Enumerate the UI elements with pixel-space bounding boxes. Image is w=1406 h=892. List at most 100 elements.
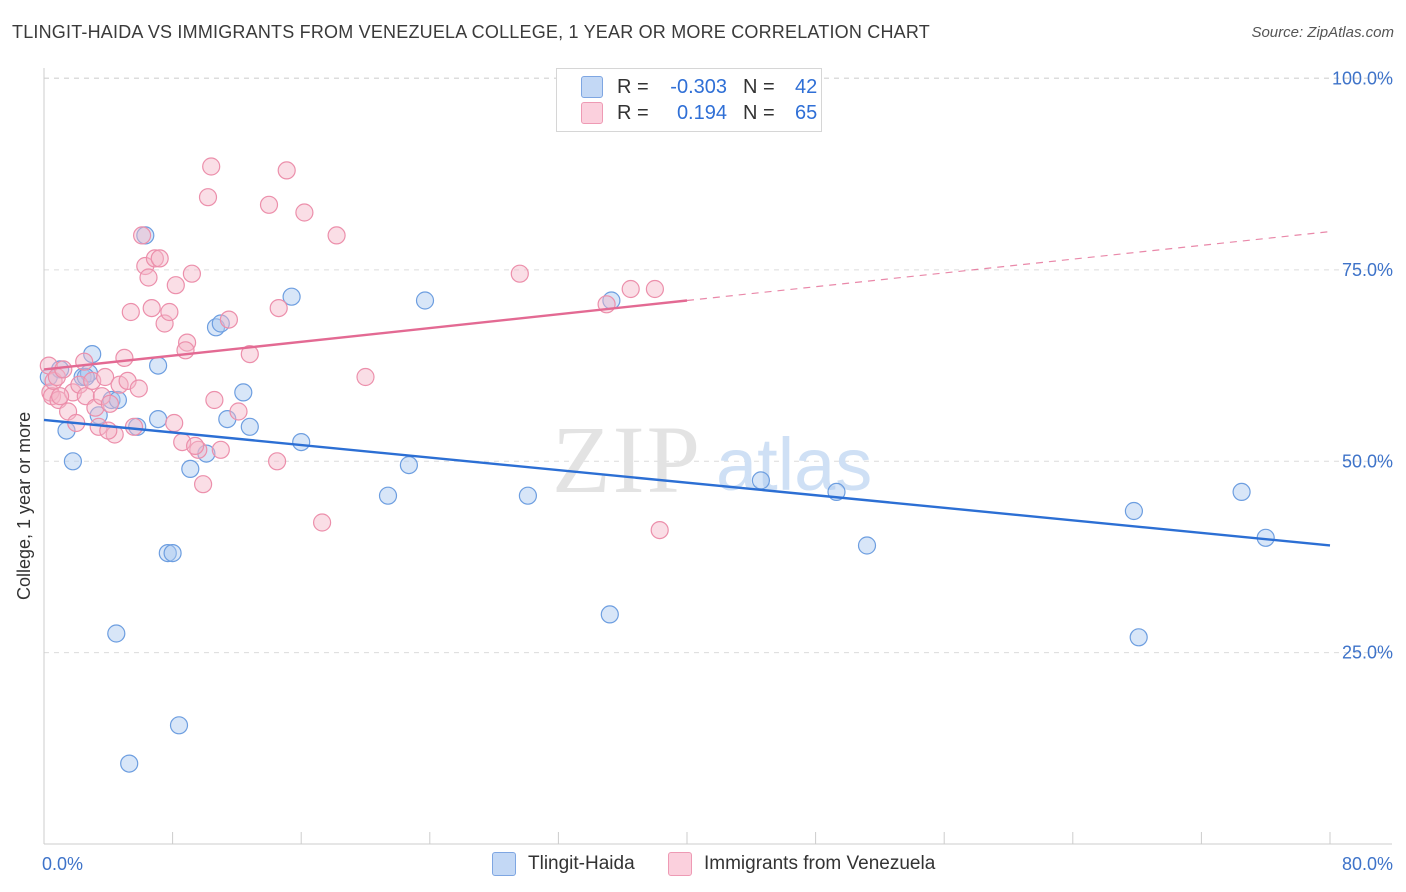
point-venezuela (50, 387, 70, 406)
point-tlingit-haida (234, 383, 253, 402)
point-venezuela (240, 345, 259, 364)
point-venezuela (115, 348, 134, 367)
legend-label-venezuela: Immigrants from Venezuela (704, 853, 936, 874)
point-venezuela (124, 417, 144, 436)
trend-line-venezuela (43, 299, 688, 371)
point-venezuela (198, 188, 218, 207)
grid-lines (44, 77, 1392, 654)
point-venezuela (313, 513, 332, 532)
point-venezuela (205, 390, 224, 410)
y-tick-label: 75.0% (1342, 260, 1393, 280)
point-tlingit-haida (107, 624, 126, 643)
point-venezuela (645, 279, 665, 299)
chart-title: TLINGIT-HAIDA VS IMMIGRANTS FROM VENEZUE… (12, 22, 930, 42)
point-venezuela (229, 402, 248, 421)
trend-line-tlingit-haida (43, 418, 1331, 547)
r-label: R = (617, 101, 649, 124)
y-axis-label: College, 1 year or more (14, 411, 34, 600)
point-venezuela (268, 452, 287, 471)
legend-swatch-tlingit (492, 852, 516, 876)
point-tlingit-haida (282, 287, 301, 306)
point-venezuela (650, 520, 669, 540)
legend-label-tlingit: Tlingit-Haida (528, 853, 635, 874)
point-venezuela (133, 226, 152, 245)
point-tlingit-haida (120, 754, 139, 773)
point-venezuela (510, 264, 529, 283)
point-tlingit-haida (751, 471, 771, 490)
n-label: N = (743, 75, 775, 98)
point-tlingit-haida (1124, 501, 1144, 521)
x-tick-label: 0.0% (42, 854, 83, 874)
point-venezuela (211, 440, 230, 459)
point-tlingit-haida (857, 536, 877, 555)
axes (43, 68, 1392, 845)
point-venezuela (269, 299, 288, 318)
point-venezuela (86, 398, 105, 417)
point-tlingit-haida (292, 433, 311, 452)
series-legend: Tlingit-Haida Immigrants from Venezuela (0, 852, 1406, 878)
point-venezuela (100, 394, 120, 413)
legend-item-tlingit[interactable]: Tlingit-Haida (492, 852, 635, 876)
point-venezuela (295, 203, 314, 222)
legend-swatch-venezuela (668, 852, 692, 876)
point-tlingit-haida (1129, 628, 1148, 647)
point-venezuela (277, 161, 296, 180)
point-tlingit-haida (600, 605, 619, 624)
legend-item-venezuela[interactable]: Immigrants from Venezuela (668, 852, 935, 876)
point-venezuela (150, 249, 169, 268)
point-venezuela (136, 256, 155, 276)
point-tlingit-haida (63, 452, 83, 471)
point-tlingit-haida (1232, 482, 1251, 501)
point-venezuela (95, 367, 115, 387)
tick-labels: 25.0% 50.0% 75.0% 100.0% 0.0% 80.0% (42, 69, 1393, 875)
point-venezuela (155, 314, 174, 333)
point-venezuela (219, 310, 238, 329)
trend-extension-venezuela (686, 231, 1331, 302)
point-tlingit-haida (169, 716, 189, 735)
point-tlingit-haida (399, 456, 418, 475)
watermark-zip: ZIP (552, 406, 702, 513)
point-venezuela (178, 333, 197, 352)
y-tick-label: 50.0% (1342, 451, 1393, 471)
point-tlingit-haida (149, 356, 168, 375)
n-label: N = (743, 101, 775, 124)
point-venezuela (121, 302, 140, 322)
point-tlingit-haida (518, 486, 538, 505)
stats-legend: R = -0.303 N = 42 R = 0.194 N = 65 (556, 68, 822, 132)
point-venezuela (160, 302, 179, 322)
point-venezuela (75, 352, 94, 371)
point-venezuela (142, 299, 161, 318)
point-venezuela (621, 279, 640, 299)
point-venezuela (145, 249, 164, 268)
swatch-venezuela (581, 102, 603, 124)
point-tlingit-haida (158, 543, 177, 563)
point-venezuela (194, 475, 213, 494)
point-tlingit-haida (378, 486, 398, 505)
point-venezuela (327, 226, 346, 245)
y-tick-label: 100.0% (1332, 69, 1393, 89)
r-value: -0.303 (670, 75, 727, 98)
point-venezuela (176, 341, 195, 360)
point-venezuela (54, 360, 73, 379)
trend-lines (43, 231, 1331, 547)
stats-row-tlingit: R = -0.303 N = 42 (581, 75, 817, 99)
point-venezuela (259, 195, 279, 214)
source-label: Source: ZipAtlas.com (1251, 24, 1394, 41)
point-tlingit-haida (415, 291, 435, 310)
point-tlingit-haida (181, 459, 200, 478)
n-value: 42 (795, 75, 818, 98)
y-tick-label: 25.0% (1342, 643, 1393, 663)
swatch-tlingit (581, 76, 603, 98)
point-venezuela (166, 276, 185, 295)
stats-row-venezuela: R = 0.194 N = 65 (581, 101, 817, 125)
n-value: 65 (795, 101, 818, 124)
point-venezuela (139, 268, 158, 287)
r-value: 0.194 (676, 101, 727, 124)
point-venezuela (165, 413, 184, 433)
point-tlingit-haida (163, 543, 182, 563)
point-venezuela (202, 157, 221, 176)
r-label: R = (617, 75, 649, 98)
point-venezuela (129, 379, 148, 398)
point-tlingit-haida (149, 410, 168, 429)
